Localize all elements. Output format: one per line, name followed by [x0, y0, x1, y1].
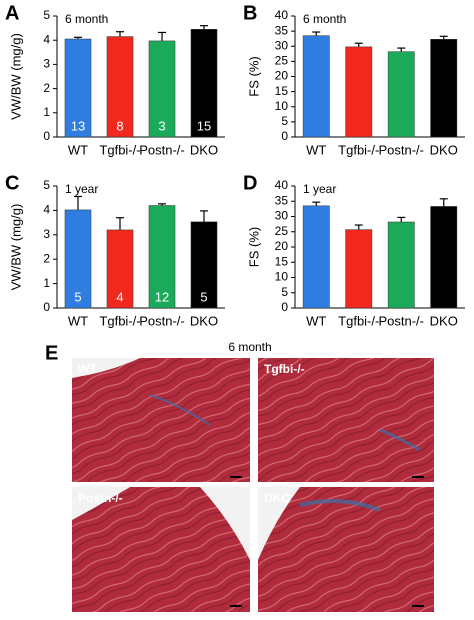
y-tick-label: 30	[275, 209, 289, 223]
histology-image: DKO	[258, 487, 434, 612]
y-tick-label: 4	[43, 32, 50, 46]
x-tick-label: Tgfbi-/-	[99, 142, 140, 157]
n-label: 13	[71, 118, 85, 133]
bar	[64, 38, 92, 138]
y-tick-label: 1	[43, 276, 50, 290]
y-tick-label: 2	[43, 81, 50, 95]
chart-title: 6 month	[65, 12, 108, 26]
y-tick-label: 0	[281, 300, 288, 314]
bar	[387, 221, 415, 309]
y-tick-label: 5	[43, 178, 50, 192]
histology-image: WT	[72, 358, 250, 482]
y-axis-label: FS (%)	[246, 56, 261, 96]
chart-title: 1 year	[65, 182, 98, 196]
y-axis-label: VW/BW (mg/g)	[8, 204, 23, 291]
x-tick-label: Postn-/-	[378, 142, 424, 157]
y-tick-label: 30	[275, 38, 289, 52]
bar	[106, 36, 134, 138]
bar	[302, 205, 330, 309]
x-tick-label: WT	[306, 142, 326, 157]
panel-letter: D	[243, 172, 257, 194]
n-label: 3	[158, 118, 165, 133]
x-tick-label: DKO	[190, 142, 218, 157]
n-label: 15	[197, 118, 211, 133]
x-tick-label: WT	[68, 313, 88, 328]
y-tick-label: 35	[275, 23, 289, 37]
n-label: 8	[116, 118, 123, 133]
panel-letter: B	[243, 2, 257, 24]
x-tick-label: Tgfbi-/-	[338, 142, 379, 157]
y-axis-label: VW/BW (mg/g)	[8, 33, 23, 120]
x-tick-label: DKO	[190, 313, 218, 328]
y-tick-label: 15	[275, 84, 289, 98]
y-tick-label: 25	[275, 224, 289, 238]
y-tick-label: 10	[275, 99, 289, 113]
x-tick-label: Postn-/-	[378, 313, 424, 328]
y-tick-label: 5	[43, 8, 50, 22]
y-tick-label: 25	[275, 54, 289, 68]
bar	[64, 209, 92, 309]
y-tick-label: 4	[43, 203, 50, 217]
chart-title: 6 month	[303, 12, 346, 26]
bar	[190, 221, 218, 309]
n-label: 5	[74, 289, 81, 304]
y-tick-label: 5	[281, 285, 288, 299]
y-axis-label: FS (%)	[246, 227, 261, 267]
x-tick-label: Tgfbi-/-	[338, 313, 379, 328]
y-tick-label: 1	[43, 105, 50, 119]
image-label: Tgfbi-/-	[264, 362, 305, 376]
bar	[345, 229, 373, 309]
bar	[302, 35, 330, 138]
bar	[430, 39, 458, 138]
y-tick-label: 40	[275, 178, 289, 192]
image-label: DKO	[264, 491, 291, 505]
y-tick-label: 35	[275, 193, 289, 207]
bar	[106, 229, 134, 309]
panel-letter: A	[5, 2, 19, 24]
x-tick-label: DKO	[430, 313, 458, 328]
x-tick-label: WT	[306, 313, 326, 328]
panel-letter: E	[45, 342, 58, 364]
image-label: WT	[78, 362, 97, 376]
y-tick-label: 3	[43, 227, 50, 241]
bar	[190, 29, 218, 138]
histology-image: Tgfbi-/-	[258, 358, 434, 482]
y-tick-label: 20	[275, 69, 289, 83]
x-tick-label: WT	[68, 142, 88, 157]
panel-title: 6 month	[228, 340, 271, 354]
bar	[148, 205, 176, 309]
histology-image: Postn-/-	[72, 487, 250, 612]
n-label: 4	[116, 289, 123, 304]
y-tick-label: 10	[275, 270, 289, 284]
image-label: Postn-/-	[78, 491, 123, 505]
bar	[148, 40, 176, 138]
y-tick-label: 20	[275, 239, 289, 253]
panel-letter: C	[5, 172, 19, 194]
y-tick-label: 0	[43, 300, 50, 314]
x-tick-label: Tgfbi-/-	[99, 313, 140, 328]
panel-e: E 6 month WT Tgfbi-/- Postn-/- D	[45, 340, 434, 612]
x-tick-label: DKO	[430, 142, 458, 157]
y-tick-label: 3	[43, 57, 50, 71]
bar	[387, 51, 415, 138]
y-tick-label: 0	[43, 129, 50, 143]
chart-title: 1 year	[303, 182, 336, 196]
y-tick-label: 15	[275, 254, 289, 268]
bar	[345, 46, 373, 138]
x-tick-label: Postn-/-	[139, 142, 185, 157]
bar	[430, 206, 458, 309]
y-tick-label: 2	[43, 251, 50, 265]
y-tick-label: 0	[281, 129, 288, 143]
y-tick-label: 5	[281, 114, 288, 128]
n-label: 12	[155, 289, 169, 304]
n-label: 5	[200, 289, 207, 304]
y-tick-label: 40	[275, 8, 289, 22]
x-tick-label: Postn-/-	[139, 313, 185, 328]
